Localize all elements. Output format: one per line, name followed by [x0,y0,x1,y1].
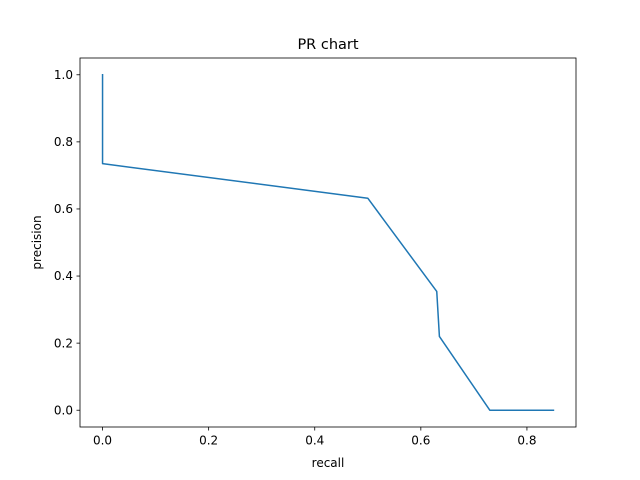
y-tick-label: 0.0 [54,403,73,417]
plot-layer [101,74,555,411]
x-axis-label: recall [312,456,345,470]
series-line-0 [101,74,555,411]
x-tick-label: 0.2 [199,434,218,448]
x-tick-label: 0.0 [93,434,112,448]
x-tick-label: 0.6 [411,434,430,448]
y-tick-label: 0.2 [54,336,73,350]
y-axis-ticks: 0.0 0.2 0.4 0.6 0.8 1.0 [54,68,80,417]
y-tick-label: 1.0 [54,68,73,82]
y-tick-label: 0.4 [54,269,73,283]
x-axis-ticks: 0.0 0.2 0.4 0.6 0.8 [93,427,536,448]
y-tick-label: 0.6 [54,202,73,216]
x-tick-label: 0.4 [305,434,324,448]
y-tick-label: 0.8 [54,135,73,149]
plot-frame [79,57,577,428]
y-axis-label: precision [30,215,44,269]
chart-title: PR chart [297,37,358,53]
x-tick-label: 0.8 [517,434,536,448]
